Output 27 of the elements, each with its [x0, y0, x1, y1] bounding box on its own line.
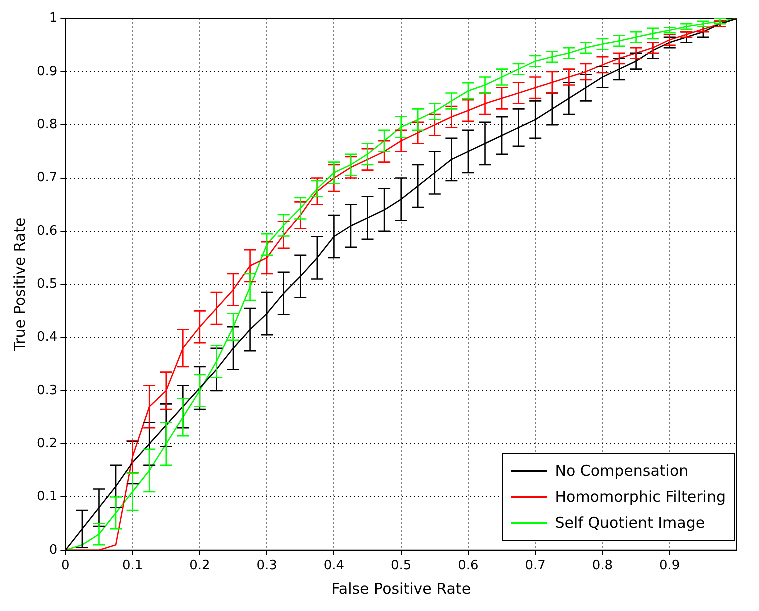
y-tick-label: 1	[49, 11, 58, 26]
y-tick-label: 0.2	[36, 436, 58, 452]
y-tick-label: 0.7	[36, 170, 58, 186]
x-tick-label: 0.7	[525, 558, 546, 574]
x-tick-label: 0.2	[190, 558, 210, 574]
y-tick-label: 0.1	[36, 490, 58, 505]
y-tick-label: 0.4	[36, 330, 58, 346]
x-tick-label: 0.8	[592, 558, 614, 574]
x-tick-label: 0.4	[324, 558, 345, 574]
x-axis-title: False Positive Rate	[332, 580, 472, 598]
x-tick-label: 0.1	[122, 558, 144, 574]
legend-label: Homomorphic Filtering	[555, 487, 726, 508]
y-axis-title: True Positive Rate	[10, 218, 29, 352]
y-tick-label: 0.3	[36, 383, 58, 398]
legend-label: No Compensation	[555, 461, 689, 482]
y-tick-label: 0.5	[36, 276, 58, 292]
x-tick-label: 0.3	[256, 558, 278, 574]
x-tick-label: 0	[62, 558, 70, 574]
legend-label: Self Quotient Image	[555, 513, 706, 534]
point	[646, 42, 660, 54]
y-tick-label: 0.6	[36, 224, 58, 239]
y-tick-label: 0	[49, 542, 58, 558]
y-tick-label: 0.9	[36, 64, 58, 80]
x-tick-label: 0.6	[458, 558, 479, 574]
y-tick-label: 0.8	[36, 117, 58, 132]
x-tick-label: 0.9	[660, 558, 680, 574]
x-tick-label: 0.5	[390, 558, 412, 574]
